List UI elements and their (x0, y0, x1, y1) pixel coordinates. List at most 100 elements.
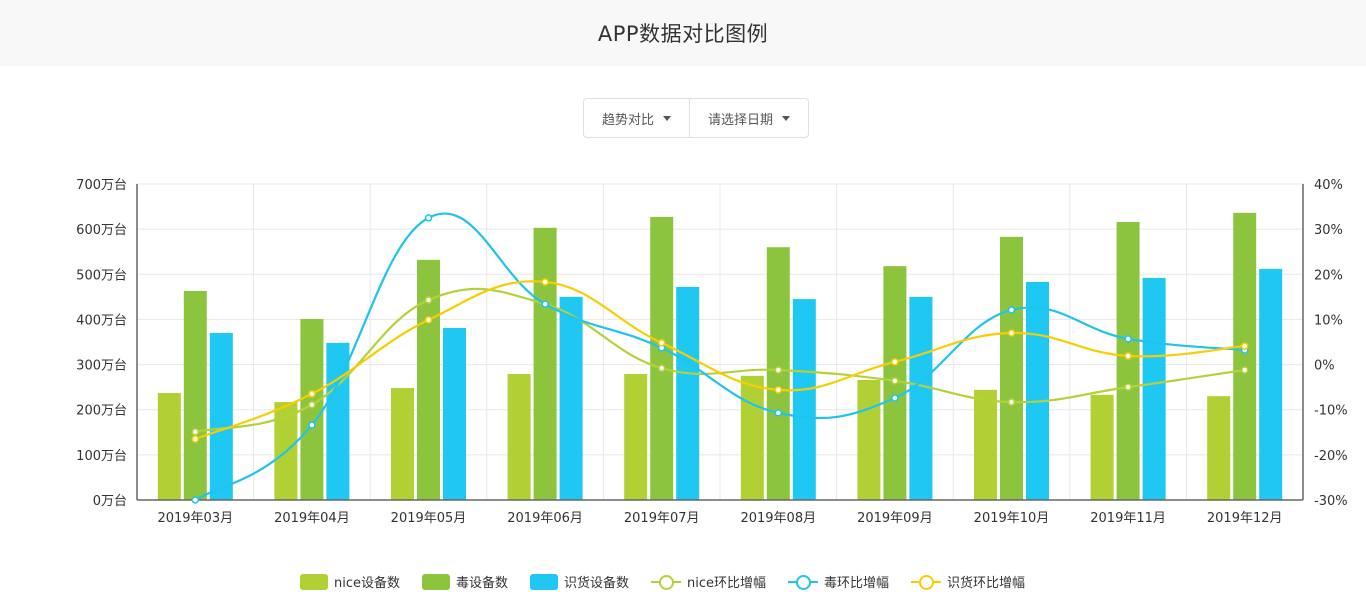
bar[interactable] (909, 296, 933, 500)
legend-swatch-icon (300, 573, 328, 590)
line-point[interactable] (891, 358, 899, 366)
line-point[interactable] (308, 390, 316, 398)
bar[interactable] (1000, 236, 1023, 500)
caret-down-icon (782, 115, 791, 121)
line-point[interactable] (891, 377, 899, 385)
line-point[interactable] (774, 409, 783, 417)
line-point[interactable] (191, 428, 200, 436)
line-point[interactable] (1124, 383, 1132, 391)
y-right-tick-label: 30% (1314, 223, 1343, 238)
x-tick-label: 2019年09月 (857, 511, 933, 526)
x-tick-label: 2019年04月 (274, 511, 350, 526)
legend-line-marker-icon (911, 574, 942, 590)
legend-item[interactable]: 识货环比增幅 (911, 572, 1025, 591)
bar[interactable] (1090, 394, 1114, 500)
legend-label: 毒环比增幅 (824, 576, 890, 591)
date-select-label: 请选择日期 (708, 112, 774, 128)
bar[interactable] (792, 299, 816, 500)
bar[interactable] (676, 286, 700, 500)
x-tick-label: 2019年05月 (391, 511, 467, 526)
x-tick-label: 2019年11月 (1090, 511, 1166, 526)
trend-compare-dropdown[interactable]: 趋势对比 (584, 99, 689, 137)
line-point[interactable] (308, 400, 316, 409)
bar[interactable] (1026, 281, 1049, 500)
line-point[interactable] (1007, 398, 1016, 406)
x-tick-label: 2019年08月 (740, 511, 816, 526)
line-point[interactable] (1007, 306, 1016, 314)
bar[interactable] (1259, 268, 1283, 500)
legend-item[interactable]: nice设备数 (300, 572, 400, 591)
chart-legend: nice设备数 毒设备数 识货设备数 nice环比增幅 毒环比增幅 识货环比增幅 (300, 572, 1047, 591)
line-point[interactable] (191, 435, 200, 443)
bar[interactable] (1142, 277, 1166, 500)
y-right-tick-label: -10% (1314, 404, 1348, 419)
line-point[interactable] (774, 366, 783, 374)
line-point[interactable] (891, 394, 899, 402)
x-tick-label: 2019年10月 (974, 511, 1050, 526)
y-left-tick-label: 600万台 (76, 223, 127, 238)
bar[interactable] (857, 379, 881, 500)
legend-item[interactable]: nice环比增幅 (651, 572, 766, 591)
bar[interactable] (974, 389, 997, 500)
bar[interactable] (209, 332, 233, 500)
legend-item[interactable]: 毒环比增幅 (788, 572, 889, 591)
bar[interactable] (740, 375, 764, 500)
bar[interactable] (507, 374, 531, 500)
legend-swatch-icon (530, 573, 559, 590)
line-point[interactable] (774, 386, 783, 394)
line-point[interactable] (1007, 329, 1016, 337)
y-left-tick-label: 100万台 (76, 449, 127, 464)
y-right-tick-label: 10% (1314, 313, 1343, 328)
line-series (195, 287, 1245, 433)
line-series (194, 280, 1245, 441)
line-point[interactable] (1240, 366, 1249, 374)
legend-swatch-icon (422, 573, 450, 590)
bar[interactable] (1116, 221, 1140, 501)
page-header: APP数据对比图例 (0, 0, 1366, 66)
bar[interactable] (624, 374, 648, 500)
bar[interactable] (391, 388, 414, 500)
line-point[interactable] (191, 496, 200, 504)
y-right-tick-label: -20% (1314, 449, 1348, 464)
caret-down-icon (663, 115, 672, 121)
legend-item[interactable]: 识货设备数 (530, 572, 629, 591)
y-left-tick-label: 0万台 (93, 494, 127, 509)
line-point[interactable] (657, 364, 666, 372)
trend-compare-label: 趋势对比 (602, 112, 655, 128)
bar[interactable] (417, 259, 440, 500)
line-point[interactable] (541, 300, 549, 308)
line-point[interactable] (424, 214, 433, 222)
bar[interactable] (559, 296, 583, 500)
x-tick-label: 2019年12月 (1207, 511, 1283, 526)
bar[interactable] (1207, 396, 1231, 500)
bar[interactable] (300, 318, 324, 500)
y-right-tick-label: 0% (1314, 359, 1335, 374)
line-point[interactable] (541, 278, 549, 286)
legend-line-marker-icon (651, 574, 682, 590)
line-point[interactable] (1240, 342, 1249, 350)
legend-label: nice环比增幅 (687, 576, 767, 591)
bar[interactable] (533, 227, 557, 500)
line-point[interactable] (1124, 335, 1132, 343)
bar[interactable] (183, 290, 207, 500)
bar[interactable] (443, 328, 466, 500)
line-series (194, 212, 1245, 501)
bar[interactable] (650, 216, 674, 500)
y-left-tick-label: 700万台 (76, 178, 127, 193)
line-point[interactable] (424, 296, 433, 304)
legend-label: 识货环比增幅 (947, 576, 1026, 591)
date-select-dropdown[interactable]: 请选择日期 (689, 99, 808, 137)
legend-label: 识货设备数 (564, 576, 630, 591)
line-point[interactable] (424, 316, 433, 324)
line-point[interactable] (1124, 352, 1132, 360)
y-right-tick-label: -30% (1314, 494, 1348, 509)
bar[interactable] (1233, 212, 1257, 501)
line-point[interactable] (657, 339, 666, 347)
line-point[interactable] (308, 421, 316, 429)
y-left-tick-label: 500万台 (76, 268, 127, 283)
legend-label: 毒设备数 (456, 576, 509, 591)
legend-item[interactable]: 毒设备数 (422, 572, 508, 591)
y-right-tick-label: 20% (1314, 268, 1343, 283)
bar[interactable] (157, 393, 181, 500)
page-title: APP数据对比图例 (597, 22, 769, 46)
